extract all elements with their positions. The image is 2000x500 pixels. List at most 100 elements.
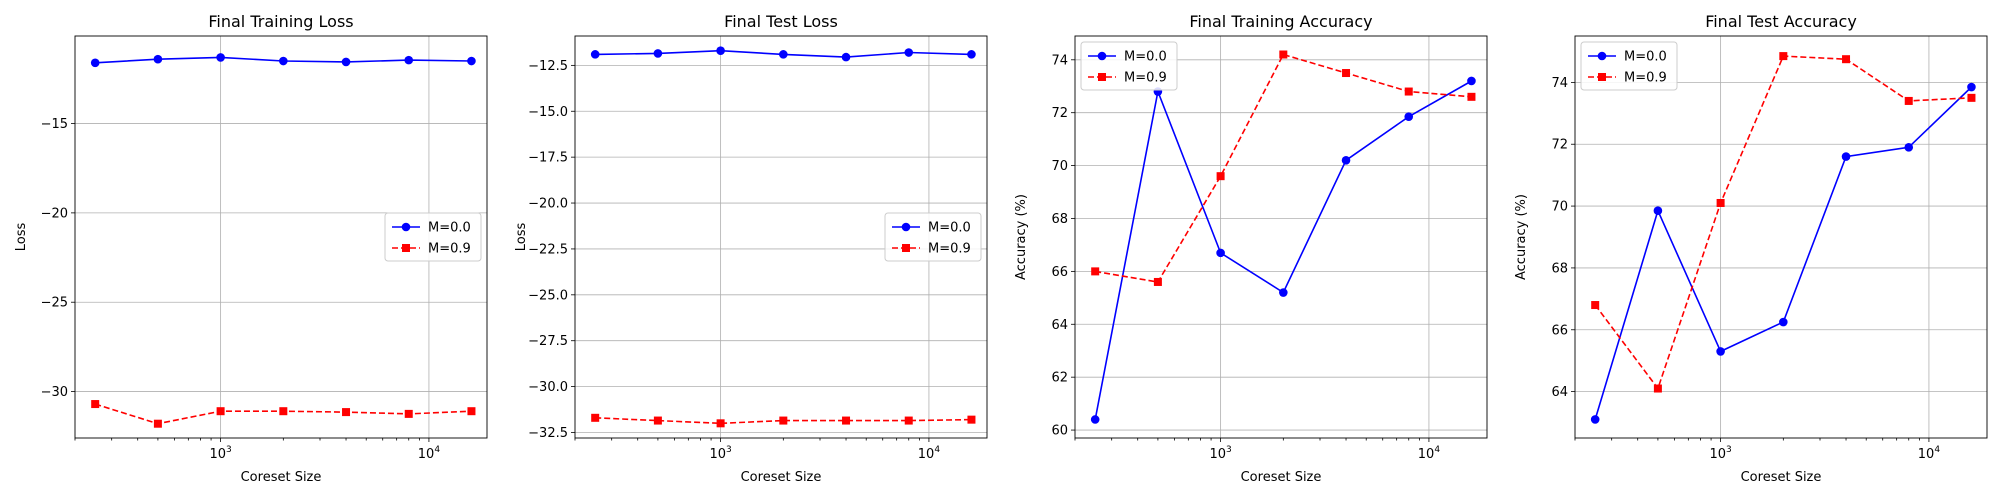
chart-title: Final Test Accuracy <box>1705 12 1857 31</box>
y-tick-label: 68 <box>1551 261 1568 276</box>
data-point <box>842 416 851 425</box>
legend: M=0.0 M=0.9 <box>384 212 482 262</box>
data-point <box>967 415 976 424</box>
y-tick-label: 74 <box>1551 76 1568 91</box>
legend-label: M=0.0 <box>928 221 971 236</box>
x-tick-label: 104 <box>1418 445 1441 462</box>
chart-panel-4: 64 66 68 70 72 74 103 104 Final Test Accuracy Cor… <box>1514 12 1988 485</box>
data-point <box>404 409 413 418</box>
y-tick-label: −17.5 <box>528 151 568 166</box>
y-tick-label: −15.0 <box>528 105 568 120</box>
data-point <box>1653 384 1662 393</box>
axes-frame <box>74 35 488 439</box>
data-point <box>341 57 351 67</box>
series-line-1 <box>1594 86 1973 420</box>
x-axis-label: Coreset Size <box>1741 470 1822 485</box>
data-point <box>1904 96 1913 105</box>
legend-marker <box>901 222 911 232</box>
data-point <box>967 50 976 59</box>
legend-label: M=0.9 <box>1124 71 1167 86</box>
y-tick-label: −20.0 <box>528 197 568 212</box>
x-axis-label: Coreset Size <box>1241 470 1322 485</box>
x-tick-label: 103 <box>209 445 231 462</box>
y-tick-label: 62 <box>1051 371 1068 386</box>
data-point <box>1841 152 1851 161</box>
y-tick-label: 66 <box>1551 323 1568 338</box>
data-point <box>91 400 100 409</box>
x-axis-label: Coreset Size <box>741 470 822 485</box>
y-tick-label: 70 <box>1551 200 1568 215</box>
data-point <box>653 416 662 425</box>
legend-label: M=0.0 <box>1124 50 1167 65</box>
data-point <box>1842 55 1851 64</box>
legend: M=0.0 M=0.9 <box>884 212 982 262</box>
y-tick-label: −15 <box>41 117 68 132</box>
data-point <box>216 407 225 416</box>
legend: M=0.0 M=0.9 <box>1580 41 1678 91</box>
y-axis-label: Accuracy (%) <box>1014 194 1029 280</box>
data-point <box>279 56 288 66</box>
y-tick-label: 64 <box>1051 318 1068 333</box>
y-tick-label: −20 <box>41 206 68 221</box>
data-point <box>1967 82 1976 92</box>
data-point <box>1904 143 1914 152</box>
y-tick-label: 66 <box>1051 265 1068 280</box>
legend-marker <box>1097 51 1107 61</box>
axes-frame <box>1574 35 1988 439</box>
y-tick-label: 68 <box>1051 212 1068 227</box>
data-point <box>904 416 913 425</box>
y-tick-label: 64 <box>1551 385 1568 400</box>
y-tick-label: −27.5 <box>528 334 568 349</box>
chart-panel-1: −15 −20 −25 −30 103 104 Final Training Loss Cor… <box>14 12 488 485</box>
data-point <box>467 56 476 66</box>
series-line-1 <box>1094 80 1472 420</box>
data-point <box>653 49 663 58</box>
legend-label: M=0.9 <box>428 242 471 257</box>
data-point <box>904 48 914 57</box>
legend-label: M=0.0 <box>1624 50 1667 65</box>
y-tick-label: −25 <box>41 296 68 311</box>
data-point <box>1716 347 1725 356</box>
chart-title: Final Training Loss <box>208 12 353 31</box>
data-point <box>1216 172 1225 181</box>
legend: M=0.0 M=0.9 <box>1080 41 1178 91</box>
data-point <box>1153 277 1162 286</box>
y-tick-label: 70 <box>1051 159 1068 174</box>
data-point <box>1341 156 1351 165</box>
y-tick-label: 60 <box>1051 424 1068 439</box>
data-point <box>1216 248 1225 258</box>
legend-marker <box>402 244 410 252</box>
data-point <box>1090 415 1100 424</box>
data-point <box>1779 52 1788 61</box>
y-axis-label: Loss <box>514 223 529 252</box>
data-point <box>216 53 225 62</box>
y-axis-label: Accuracy (%) <box>1514 194 1529 280</box>
legend-marker <box>1598 73 1606 81</box>
legend-label: M=0.0 <box>428 221 471 236</box>
data-point <box>1967 93 1976 102</box>
y-tick-label: −30.0 <box>528 380 568 395</box>
data-point <box>779 416 788 425</box>
data-point <box>590 50 600 59</box>
data-point <box>1653 206 1663 216</box>
y-tick-label: 72 <box>1551 138 1568 153</box>
x-tick-label: 103 <box>709 445 731 462</box>
data-point <box>1404 87 1413 96</box>
x-tick-label: 104 <box>418 445 441 462</box>
y-axis-label: Loss <box>14 223 29 252</box>
y-tick-label: −30 <box>41 385 68 400</box>
data-point <box>1467 92 1476 101</box>
data-point <box>467 407 476 416</box>
legend-marker <box>902 244 910 252</box>
x-tick-label: 103 <box>1209 445 1231 462</box>
data-point <box>1091 267 1100 276</box>
chart-panel-2: −12.5 −15.0 −17.5 −20.0 −22.5 −25.0 −27.5 −30.0… <box>514 12 988 485</box>
legend-label: M=0.9 <box>928 242 971 257</box>
data-point <box>1342 69 1351 78</box>
y-tick-label: −22.5 <box>528 242 568 257</box>
data-point <box>153 54 163 64</box>
x-tick-label: 104 <box>918 445 941 462</box>
y-tick-label: 72 <box>1051 106 1068 121</box>
chart-title: Final Training Accuracy <box>1189 12 1372 31</box>
